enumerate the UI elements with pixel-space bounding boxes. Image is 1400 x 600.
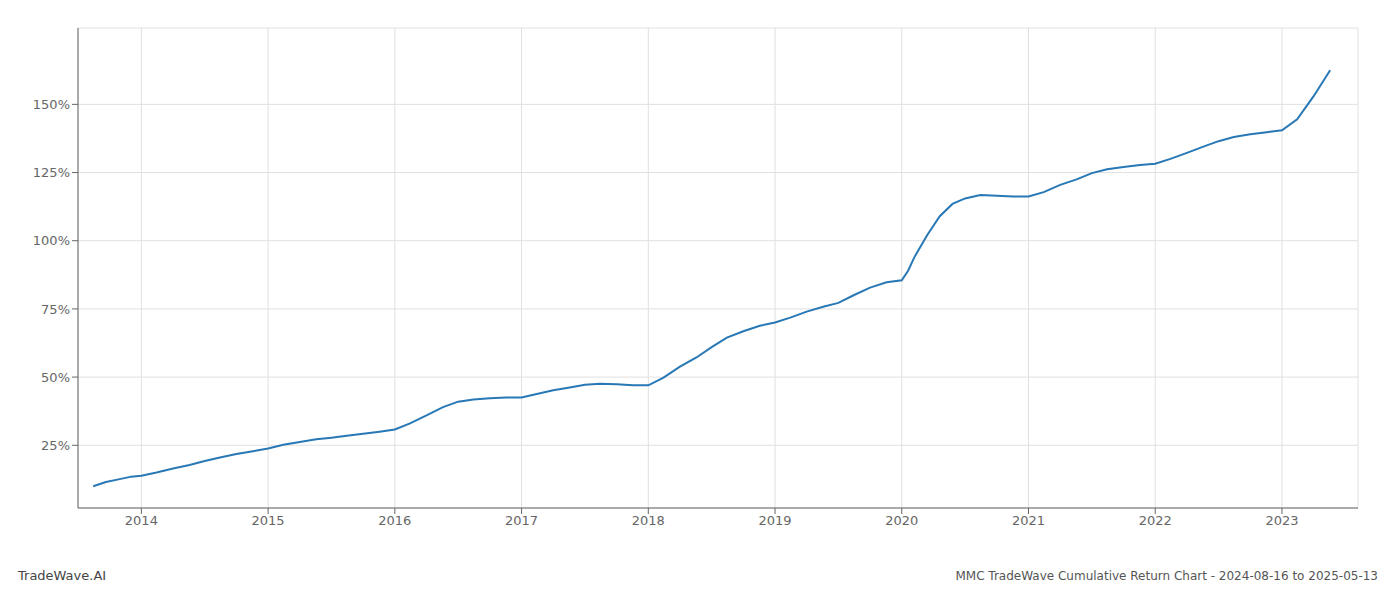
svg-text:125%: 125% [33,165,70,180]
svg-text:150%: 150% [33,97,70,112]
svg-text:2014: 2014 [125,513,158,528]
svg-text:100%: 100% [33,233,70,248]
svg-text:2022: 2022 [1139,513,1172,528]
svg-text:50%: 50% [41,370,70,385]
svg-text:2021: 2021 [1012,513,1045,528]
svg-text:2016: 2016 [378,513,411,528]
svg-text:2018: 2018 [632,513,665,528]
svg-text:2017: 2017 [505,513,538,528]
html-text:TradeWave.AI: TradeWave.AI [18,568,107,583]
svg-text:2015: 2015 [252,513,285,528]
html-text:MMC TradeWave Cumulative Retur: MMC TradeWave Cumulative Return Chart - … [955,569,1378,583]
svg-text:2023: 2023 [1265,513,1298,528]
svg-text:75%: 75% [41,302,70,317]
svg-text:2020: 2020 [885,513,918,528]
svg-text:25%: 25% [41,438,70,453]
svg-text:2019: 2019 [758,513,791,528]
